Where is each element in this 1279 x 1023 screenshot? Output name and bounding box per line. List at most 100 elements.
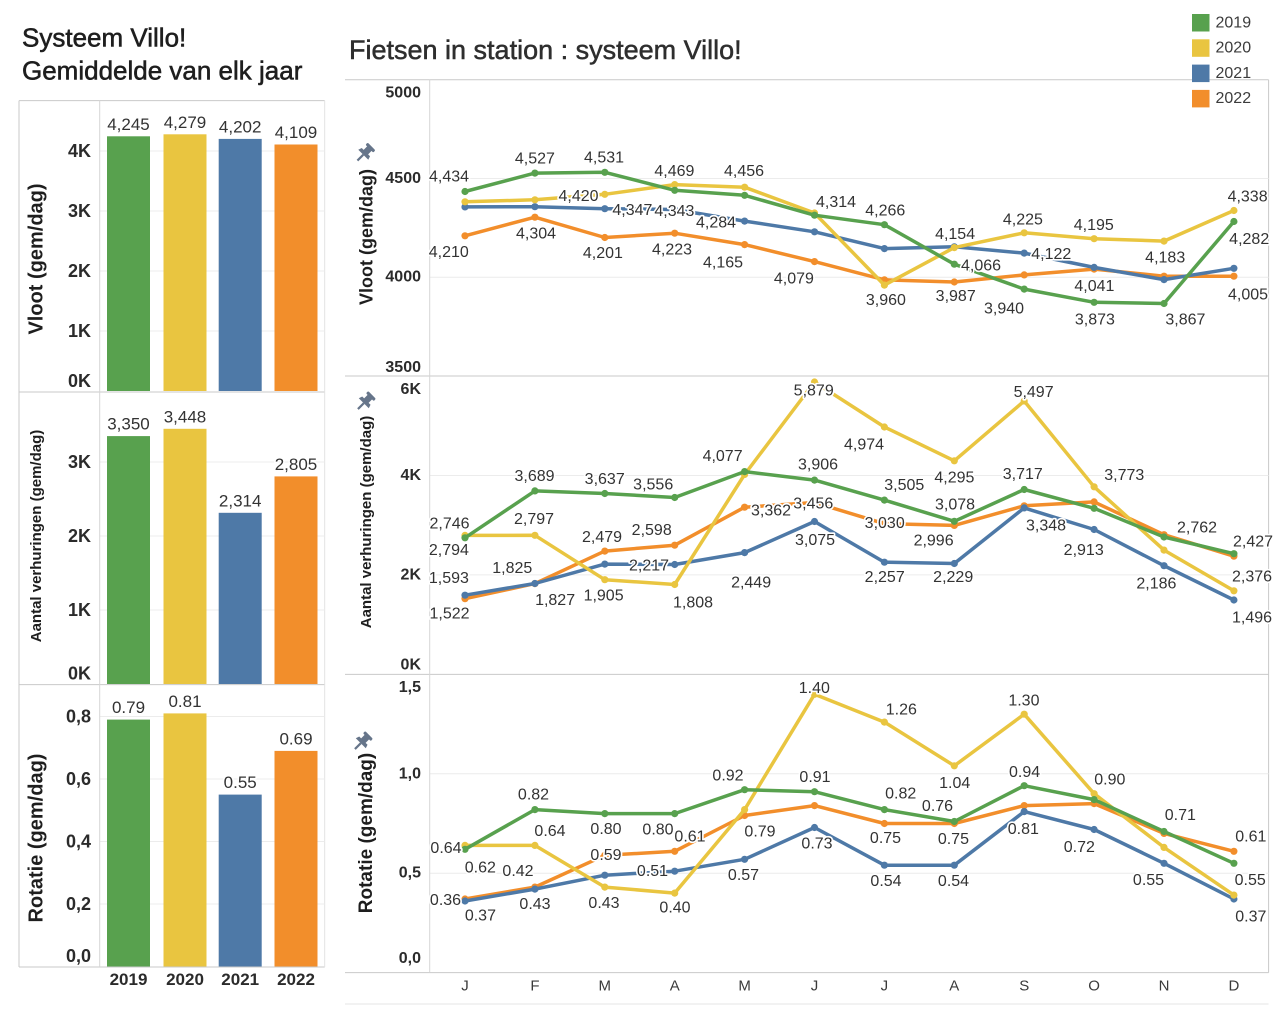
svg-text:2,598: 2,598 (632, 522, 672, 539)
svg-text:1.04: 1.04 (939, 775, 970, 792)
svg-text:0K: 0K (401, 657, 422, 674)
svg-text:0.92: 0.92 (712, 767, 743, 784)
svg-text:4,527: 4,527 (515, 150, 555, 167)
svg-text:2022: 2022 (1216, 90, 1252, 107)
svg-text:3,773: 3,773 (1104, 467, 1144, 484)
svg-text:4,005: 4,005 (1228, 287, 1268, 304)
svg-text:0.37: 0.37 (1235, 909, 1266, 926)
svg-text:4,066: 4,066 (961, 258, 1001, 275)
svg-text:Rotatie (gem/dag): Rotatie (gem/dag) (26, 754, 48, 923)
svg-text:1,808: 1,808 (673, 595, 713, 612)
svg-text:2,314: 2,314 (219, 491, 262, 510)
svg-text:2,314: 2,314 (219, 491, 262, 510)
svg-text:4,338: 4,338 (1228, 188, 1268, 205)
svg-text:2,376: 2,376 (1232, 569, 1272, 586)
svg-text:A: A (949, 977, 959, 994)
svg-text:4,245: 4,245 (107, 115, 150, 134)
svg-text:4,284: 4,284 (696, 215, 736, 232)
svg-text:N: N (1159, 977, 1170, 994)
svg-text:0.80: 0.80 (642, 822, 673, 839)
svg-text:F: F (530, 977, 539, 994)
svg-text:0.37: 0.37 (465, 907, 496, 924)
svg-text:4,165: 4,165 (703, 255, 743, 272)
svg-text:4500: 4500 (385, 170, 421, 187)
svg-text:3,075: 3,075 (795, 532, 835, 549)
svg-text:0.55: 0.55 (1235, 872, 1266, 889)
svg-text:2019: 2019 (1216, 14, 1252, 31)
svg-text:4,279: 4,279 (164, 113, 207, 132)
svg-text:4,195: 4,195 (1074, 217, 1114, 234)
svg-text:0.36: 0.36 (430, 892, 461, 909)
svg-text:0.82: 0.82 (518, 787, 549, 804)
svg-text:4,266: 4,266 (865, 202, 905, 219)
svg-text:2K: 2K (68, 261, 91, 281)
svg-text:4,202: 4,202 (219, 117, 262, 136)
svg-text:0,0: 0,0 (66, 946, 91, 966)
svg-text:4,077: 4,077 (703, 448, 743, 465)
svg-text:4,122: 4,122 (1031, 246, 1071, 263)
svg-text:2,805: 2,805 (275, 455, 318, 474)
svg-text:0.43: 0.43 (519, 896, 550, 913)
svg-text:5000: 5000 (385, 85, 421, 102)
svg-text:4,295: 4,295 (934, 470, 974, 487)
svg-text:1,522: 1,522 (429, 606, 469, 623)
svg-text:4,183: 4,183 (1145, 250, 1185, 267)
svg-text:A: A (670, 977, 680, 994)
svg-text:4,343: 4,343 (654, 203, 694, 220)
svg-text:4,974: 4,974 (844, 437, 884, 454)
svg-text:2,479: 2,479 (582, 529, 622, 546)
svg-text:4,005: 4,005 (1228, 287, 1268, 304)
svg-text:3,717: 3,717 (1003, 466, 1043, 483)
svg-text:0.71: 0.71 (1165, 807, 1196, 824)
svg-text:2,217: 2,217 (629, 558, 669, 575)
svg-text:2,794: 2,794 (429, 542, 469, 559)
svg-text:1,5: 1,5 (399, 679, 421, 696)
svg-text:2K: 2K (68, 526, 91, 546)
svg-text:4,201: 4,201 (583, 245, 623, 262)
svg-text:1.04: 1.04 (939, 775, 970, 792)
svg-text:0.79: 0.79 (744, 824, 775, 841)
svg-text:3500: 3500 (385, 359, 421, 376)
svg-text:4,041: 4,041 (1074, 278, 1114, 295)
svg-text:3,867: 3,867 (1165, 312, 1205, 329)
svg-text:3,456: 3,456 (793, 495, 833, 512)
svg-text:0.71: 0.71 (1165, 807, 1196, 824)
svg-text:4,338: 4,338 (1228, 188, 1268, 205)
svg-text:2,797: 2,797 (514, 511, 554, 528)
svg-text:0K: 0K (68, 371, 91, 391)
svg-text:0.64: 0.64 (430, 840, 461, 857)
svg-text:0.37: 0.37 (1235, 909, 1266, 926)
svg-text:0.61: 0.61 (674, 829, 705, 846)
svg-text:S: S (1019, 977, 1029, 994)
svg-text:D: D (1228, 977, 1239, 994)
svg-text:0.73: 0.73 (801, 836, 832, 853)
svg-text:0.79: 0.79 (112, 698, 145, 717)
svg-text:3,873: 3,873 (1075, 312, 1115, 329)
svg-text:0.64: 0.64 (534, 823, 565, 840)
svg-text:0.59: 0.59 (590, 847, 621, 864)
svg-text:0.82: 0.82 (885, 785, 916, 802)
svg-text:0,6: 0,6 (66, 769, 91, 789)
svg-text:2,996: 2,996 (914, 532, 954, 549)
svg-text:4,295: 4,295 (934, 470, 974, 487)
svg-text:0.90: 0.90 (1094, 772, 1125, 789)
svg-text:6K: 6K (401, 381, 422, 398)
svg-text:3,505: 3,505 (884, 477, 924, 494)
svg-text:4,314: 4,314 (816, 194, 856, 211)
svg-text:0.59: 0.59 (590, 847, 621, 864)
svg-text:4,041: 4,041 (1074, 278, 1114, 295)
svg-text:3,960: 3,960 (866, 292, 906, 309)
svg-text:2,376: 2,376 (1232, 569, 1272, 586)
svg-text:0.80: 0.80 (642, 822, 673, 839)
svg-text:3,906: 3,906 (798, 456, 838, 473)
svg-text:3,556: 3,556 (633, 476, 673, 493)
svg-text:0.79: 0.79 (744, 824, 775, 841)
svg-text:1,827: 1,827 (535, 592, 575, 609)
svg-text:0.72: 0.72 (1064, 839, 1095, 856)
svg-text:4,347: 4,347 (612, 202, 652, 219)
svg-text:4,201: 4,201 (583, 245, 623, 262)
svg-text:4,304: 4,304 (516, 225, 556, 242)
svg-text:3,030: 3,030 (865, 515, 905, 532)
svg-text:2,598: 2,598 (632, 522, 672, 539)
svg-text:1.30: 1.30 (1008, 693, 1039, 710)
